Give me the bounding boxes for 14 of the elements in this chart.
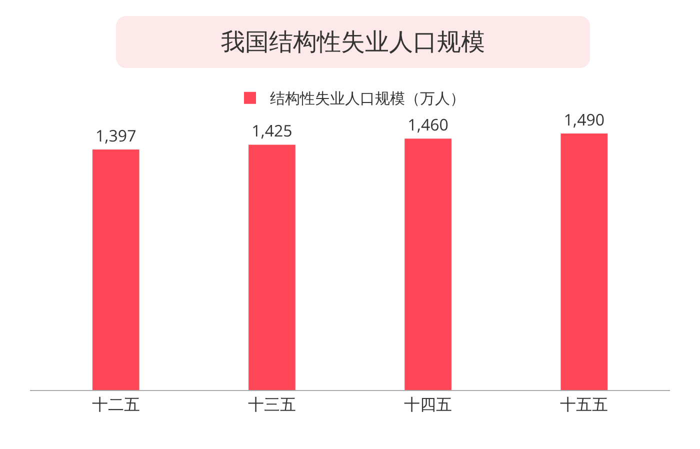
x-tick-label: 十五五 bbox=[560, 393, 608, 416]
bar bbox=[404, 138, 452, 390]
x-tick-label: 十三五 bbox=[248, 393, 296, 416]
bar bbox=[248, 144, 296, 390]
data-label: 1,425 bbox=[252, 120, 292, 142]
x-tick-label: 十四五 bbox=[404, 393, 452, 416]
data-label: 1,490 bbox=[564, 108, 605, 130]
data-label: 1,460 bbox=[408, 114, 448, 136]
bar bbox=[560, 134, 608, 390]
legend-label: 结构性失业人口规模（万人） bbox=[270, 88, 465, 109]
x-tick-label: 十二五 bbox=[92, 393, 140, 416]
data-label: 1,397 bbox=[95, 124, 136, 147]
bar bbox=[92, 150, 140, 390]
chart-title: 我国结构性失业人口规模 bbox=[116, 16, 590, 68]
